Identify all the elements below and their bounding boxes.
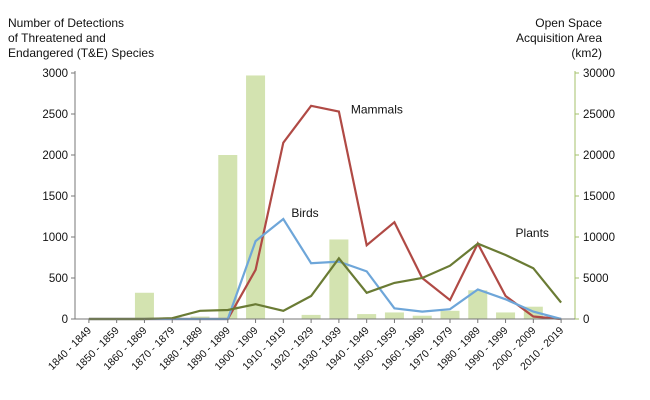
left-tick-label: 1500 [42,191,68,203]
acquisition-bar [357,314,377,319]
series-line-mammals [88,104,562,321]
right-axis-title: Open Space Acquisition Area (km2) [516,16,602,61]
acquisition-area-bars [134,75,543,320]
right-tick-label: 10000 [583,232,615,244]
right-tick-label: 30000 [583,68,615,80]
left-axis-title-line: Endangered (T&E) Species [8,46,155,60]
acquisition-bar [246,75,266,320]
acquisition-bar [190,316,210,319]
left-tick-label: 0 [62,314,68,326]
right-tick-label: 25000 [583,109,615,121]
right-tick-label: 5000 [583,273,609,285]
left-tick-label: 500 [49,273,68,285]
acquisition-bar [440,310,460,319]
acquisition-bar [412,315,432,319]
series-line-plants [88,242,562,321]
right-tick-label: 20000 [583,150,615,162]
species-lines [88,104,562,321]
right-axis-title-line: Open Space [535,16,602,30]
series-label-birds: Birds [291,206,318,220]
acquisition-bar [468,290,488,319]
left-tick-label: 2500 [42,109,68,121]
chart-axes: 0500100015002000250030000500010000150002… [42,68,615,373]
left-tick-label: 1000 [42,232,68,244]
acquisition-bar [134,292,154,319]
left-axis-title-line: Number of Detections [8,16,125,30]
series-label-mammals: Mammals [351,103,403,117]
left-axis-title-line: of Threatened and [8,31,106,45]
right-axis-title-line: Acquisition Area [515,31,602,45]
left-axis-title: Number of Detections of Threatened and E… [8,16,154,61]
acquisition-bar [301,314,321,319]
right-tick-label: 0 [583,314,589,326]
right-tick-label: 15000 [583,191,615,203]
left-tick-label: 3000 [42,68,68,80]
series-labels: Mammals Birds Plants [291,103,549,240]
acquisition-bar [496,312,516,319]
series-label-plants: Plants [516,226,549,240]
left-tick-label: 2000 [42,150,68,162]
acquisition-bar [384,312,404,319]
acquisition-bar [329,239,349,319]
acquisition-bar [218,155,238,319]
right-axis-title-line: (km2) [571,46,602,60]
